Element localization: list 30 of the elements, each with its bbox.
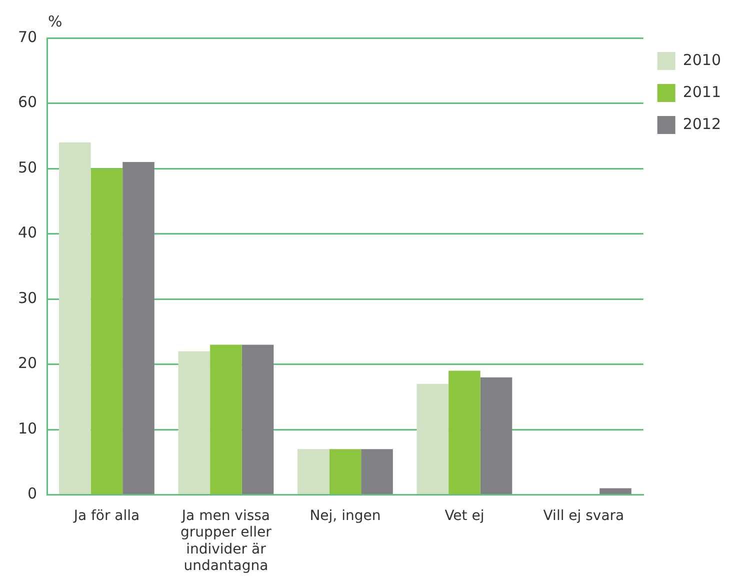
legend-label: 2010 bbox=[682, 50, 722, 69]
bar bbox=[122, 162, 154, 494]
x-tick-label: Vill ej svara bbox=[543, 508, 624, 524]
y-tick-label: 50 bbox=[18, 158, 38, 176]
x-tick-label: Ja för alla bbox=[72, 508, 140, 524]
bar bbox=[448, 370, 480, 494]
y-tick-label: 10 bbox=[18, 419, 38, 438]
bar bbox=[59, 142, 91, 494]
bar bbox=[90, 168, 123, 494]
y-tick-label: 40 bbox=[18, 224, 38, 242]
bar bbox=[210, 344, 242, 494]
x-tick-label: Vet ej bbox=[444, 508, 484, 524]
bar bbox=[178, 351, 210, 494]
x-tick-label: Ja men vissa grupper eller individer är undantagna bbox=[180, 508, 272, 574]
y-tick-label: 20 bbox=[18, 354, 38, 372]
y-tick-label: 70 bbox=[18, 28, 38, 46]
legend-label: 2011 bbox=[682, 82, 722, 101]
bar bbox=[361, 449, 393, 494]
bar bbox=[329, 449, 362, 494]
y-tick-label: 30 bbox=[18, 288, 38, 307]
y-tick-label: 60 bbox=[18, 93, 38, 112]
y-tick-label: 0 bbox=[28, 484, 38, 503]
bar bbox=[480, 377, 512, 494]
bar bbox=[416, 384, 449, 494]
legend-label: 2012 bbox=[682, 114, 722, 133]
bar bbox=[242, 344, 274, 494]
y-axis-title: % bbox=[48, 12, 62, 30]
bar bbox=[600, 488, 632, 494]
bar bbox=[298, 449, 330, 494]
x-tick-label: Nej, ingen bbox=[310, 508, 381, 524]
